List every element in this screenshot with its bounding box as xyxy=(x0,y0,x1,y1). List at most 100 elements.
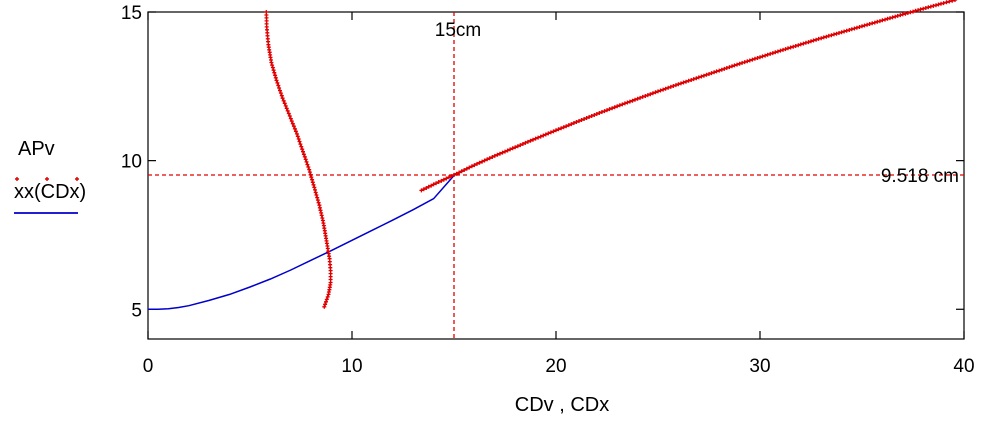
x-marker-label: 15cm xyxy=(435,20,481,41)
data-point-apv xyxy=(950,0,955,3)
data-point-apv xyxy=(294,131,299,136)
data-point-apv xyxy=(796,43,801,48)
data-point-apv xyxy=(630,98,635,103)
data-point-apv xyxy=(508,147,513,152)
data-point-apv xyxy=(653,90,658,95)
data-point-apv xyxy=(837,31,841,35)
data-point-apv xyxy=(944,0,949,5)
data-point-apv xyxy=(745,59,750,64)
data-point-apv xyxy=(301,152,306,157)
data-point-apv xyxy=(536,135,541,140)
data-point-apv xyxy=(742,60,747,65)
data-point-apv xyxy=(867,22,872,26)
data-point-apv xyxy=(434,181,439,186)
data-point-apv xyxy=(701,73,706,78)
data-point-apv xyxy=(284,106,289,111)
data-point-apv xyxy=(661,87,666,92)
data-point-apv xyxy=(271,68,276,73)
data-point-apv xyxy=(289,119,294,124)
data-point-apv xyxy=(612,105,617,110)
data-point-apv xyxy=(270,63,275,68)
y-tick-label: 5 xyxy=(131,300,142,321)
data-point-apv xyxy=(781,47,785,52)
data-point-apv xyxy=(421,187,426,192)
data-point-apv xyxy=(684,79,688,84)
data-point-apv xyxy=(520,142,525,146)
data-point-apv xyxy=(849,27,854,32)
data-point-apv xyxy=(275,80,280,85)
data-point-apv xyxy=(900,12,905,17)
data-point-apv xyxy=(735,62,739,67)
data-point-apv xyxy=(617,103,622,108)
data-point-apv xyxy=(699,74,704,79)
data-point-apv xyxy=(908,10,913,15)
data-point-apv xyxy=(324,299,328,304)
data-point-apv xyxy=(477,160,482,165)
data-point-apv xyxy=(441,177,446,182)
data-point-apv xyxy=(462,168,467,172)
data-point-apv xyxy=(457,170,462,175)
y-tick-label: 15 xyxy=(121,3,142,24)
data-point-apv xyxy=(272,70,277,75)
data-point-apv xyxy=(561,125,566,130)
data-point-apv xyxy=(730,64,734,69)
data-point-apv xyxy=(503,149,507,154)
data-point-apv xyxy=(844,28,849,33)
data-point-apv xyxy=(273,75,278,80)
data-point-apv xyxy=(310,177,315,182)
legend-item-label: xx(CDx) xyxy=(14,181,86,203)
data-point-apv xyxy=(775,49,780,54)
data-point-apv xyxy=(273,73,278,78)
data-point-apv xyxy=(605,108,609,113)
data-point-apv xyxy=(280,96,285,101)
data-point-apv xyxy=(307,170,312,175)
data-point-apv xyxy=(625,100,630,105)
data-point-apv xyxy=(452,172,456,177)
data-point-apv xyxy=(308,172,313,177)
data-point-apv xyxy=(301,149,305,154)
y-tick-label: 10 xyxy=(121,152,142,173)
data-point-apv xyxy=(668,84,673,89)
data-point-apv xyxy=(480,159,485,164)
data-point-apv xyxy=(724,66,729,70)
data-point-apv xyxy=(297,139,302,144)
data-point-apv xyxy=(541,133,546,138)
data-point-apv xyxy=(571,121,576,125)
data-point-apv xyxy=(648,92,653,97)
x-tick-label: 20 xyxy=(545,356,566,377)
x-tick-label: 40 xyxy=(953,356,974,377)
data-point-apv xyxy=(832,32,836,37)
data-point-apv xyxy=(282,101,287,106)
data-point-apv xyxy=(597,111,602,115)
data-point-apv xyxy=(824,34,829,39)
data-point-apv xyxy=(577,119,581,123)
data-point-apv xyxy=(686,78,691,83)
data-point-apv xyxy=(854,25,859,30)
data-point-apv xyxy=(569,122,574,127)
data-point-apv xyxy=(803,40,808,45)
data-point-apv xyxy=(918,7,923,12)
data-point-apv xyxy=(638,95,643,100)
data-point-apv xyxy=(513,145,518,150)
data-point-apv xyxy=(566,123,571,128)
data-point-apv xyxy=(543,132,548,137)
data-point-apv xyxy=(839,30,844,35)
data-point-apv xyxy=(288,116,293,121)
data-point-apv xyxy=(627,99,632,104)
data-point-apv xyxy=(763,53,768,58)
data-point-apv xyxy=(302,154,307,159)
data-point-apv xyxy=(610,106,615,111)
data-point-apv xyxy=(305,162,310,167)
data-point-apv xyxy=(602,109,607,114)
data-point-apv xyxy=(895,13,900,18)
data-point-apv xyxy=(439,178,444,183)
data-point-apv xyxy=(717,68,722,73)
data-point-apv xyxy=(681,80,686,85)
data-point-apv xyxy=(454,171,459,176)
data-point-apv xyxy=(424,186,429,190)
data-point-apv xyxy=(299,144,304,149)
data-point-apv xyxy=(941,1,946,6)
data-point-apv xyxy=(292,126,297,131)
legend-item-label: APv xyxy=(18,138,55,160)
